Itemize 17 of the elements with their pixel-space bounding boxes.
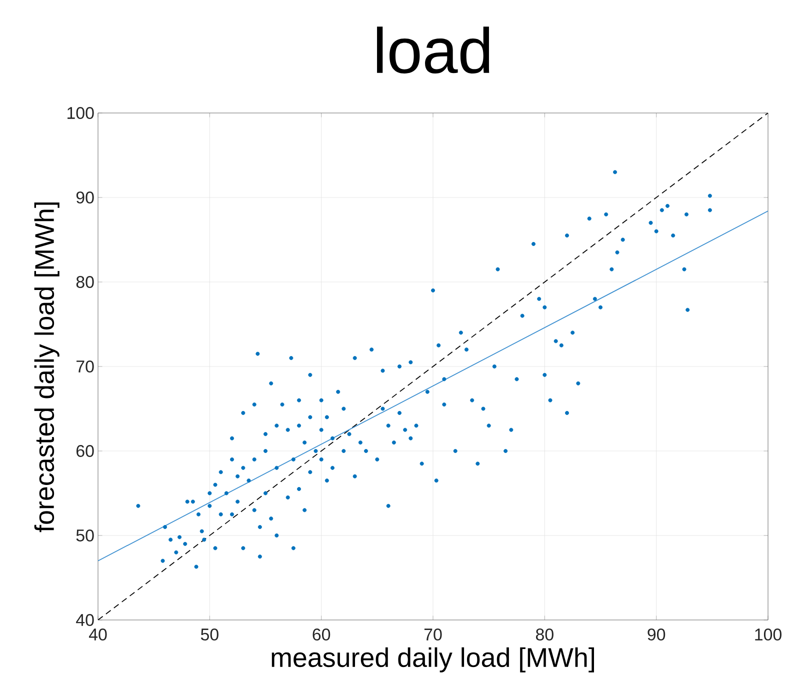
x-tick-label: 80 [536,628,554,641]
y-axis-title: forecasted daily load [MWh] [34,202,60,532]
x-tick-label: 50 [200,628,218,641]
x-tick-label: 100 [755,628,782,641]
chart-title: load [377,26,490,74]
y-tick-label: 40 [76,614,94,626]
y-tick-label: 80 [76,276,94,288]
y-tick-label: 60 [76,444,94,457]
x-tick-label: 90 [648,628,666,641]
x-axis-title: measured daily load [MWh] [272,647,594,672]
y-tick-label: 90 [76,191,94,204]
y-tick-label: 100 [68,106,94,119]
x-tick-label: 60 [312,628,330,641]
x-tick-label: 40 [88,628,107,641]
y-tick-label: 50 [76,529,94,542]
y-tick-label: 70 [76,360,94,372]
x-tick-label: 70 [424,628,442,641]
